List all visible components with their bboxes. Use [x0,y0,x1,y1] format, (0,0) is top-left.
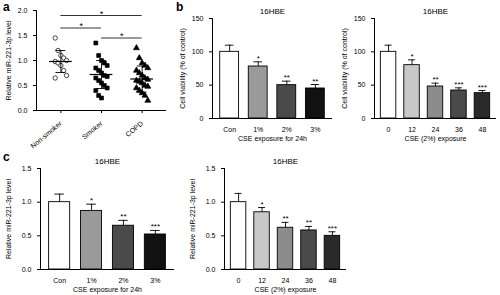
svg-text:*: * [100,9,104,19]
svg-text:*: * [257,54,260,63]
svg-text:16HBE: 16HBE [260,7,285,16]
svg-text:3%: 3% [150,277,160,284]
svg-text:CSE exposure for 24h: CSE exposure for 24h [73,286,142,294]
svg-text:2.0: 2.0 [18,7,28,14]
svg-text:12: 12 [408,126,416,133]
svg-text:16HBE: 16HBE [423,7,448,16]
svg-text:*: * [120,31,124,41]
svg-text:***: *** [151,222,160,231]
svg-text:1.0: 1.0 [206,198,216,205]
svg-text:24: 24 [282,277,290,284]
svg-text:Relative miR-221-3p level: Relative miR-221-3p level [189,178,197,259]
svg-text:**: ** [284,73,290,82]
svg-text:*: * [90,196,93,205]
svg-text:*: * [410,52,413,61]
svg-text:0.0: 0.0 [206,266,216,273]
svg-text:Con: Con [223,126,236,133]
svg-text:**: ** [120,212,126,221]
svg-text:COPD: COPD [124,120,144,138]
svg-text:1.5: 1.5 [22,165,32,172]
svg-text:**: ** [432,75,438,84]
svg-text:3%: 3% [310,126,320,133]
svg-text:Non-smoker: Non-smoker [29,119,63,149]
svg-text:0.0: 0.0 [22,266,32,273]
svg-text:Relative miR-221-3p level: Relative miR-221-3p level [5,178,13,259]
svg-text:CSE exposure for 24h: CSE exposure for 24h [238,135,307,143]
svg-text:CSE (2%) exposure: CSE (2%) exposure [255,286,317,294]
svg-text:48: 48 [479,126,487,133]
svg-text:1.5: 1.5 [206,165,216,172]
svg-text:1%: 1% [86,277,96,284]
svg-text:1.5: 1.5 [18,32,28,39]
svg-text:150: 150 [192,15,204,22]
svg-text:0: 0 [200,115,204,122]
svg-text:16HBE: 16HBE [95,157,120,166]
svg-text:2%: 2% [282,126,292,133]
svg-text:Con: Con [53,277,66,284]
svg-text:36: 36 [455,126,463,133]
svg-text:**: ** [282,214,288,223]
svg-text:36: 36 [305,277,313,284]
svg-text:0: 0 [237,277,241,284]
svg-text:0.5: 0.5 [206,232,216,239]
svg-text:0.0: 0.0 [18,107,28,114]
svg-text:1%: 1% [253,126,263,133]
svg-text:24: 24 [432,126,440,133]
svg-text:Relative miR-221-3p level: Relative miR-221-3p level [5,20,13,101]
svg-text:Cell viability (% of control): Cell viability (% of control) [341,28,349,109]
svg-text:1.0: 1.0 [22,198,32,205]
svg-text:2%: 2% [118,277,128,284]
svg-text:1.0: 1.0 [18,57,28,64]
svg-text:50: 50 [196,81,204,88]
svg-text:***: *** [478,83,487,92]
svg-text:**: ** [312,77,318,86]
svg-text:Smoker: Smoker [81,119,104,140]
svg-text:Cell viability (% of control): Cell viability (% of control) [179,28,187,109]
svg-text:16HBE: 16HBE [273,157,298,166]
svg-text:*: * [79,21,83,31]
svg-text:***: *** [454,80,463,89]
svg-text:48: 48 [329,277,337,284]
svg-text:12: 12 [258,277,266,284]
svg-text:**: ** [306,218,312,227]
html-text:c: c [3,150,10,164]
svg-text:0.5: 0.5 [22,232,32,239]
svg-text:0: 0 [387,126,391,133]
html-text:b: b [176,0,184,14]
svg-text:50: 50 [358,81,366,88]
svg-text:150: 150 [354,15,366,22]
svg-text:0.5: 0.5 [18,82,28,89]
svg-text:100: 100 [354,48,366,55]
svg-text:*: * [260,200,263,209]
svg-text:CSE (2%) exposure: CSE (2%) exposure [405,135,467,143]
svg-text:100: 100 [192,48,204,55]
html-text:a: a [3,0,10,14]
svg-text:***: *** [328,224,337,233]
svg-text:0: 0 [362,115,366,122]
